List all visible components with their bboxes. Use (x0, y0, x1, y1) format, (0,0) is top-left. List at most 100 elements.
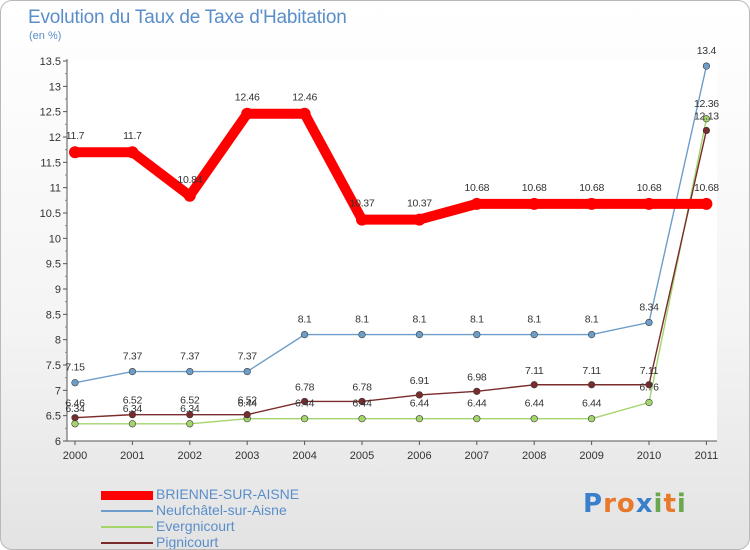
x-tick-label: 2009 (579, 450, 603, 462)
data-label: 6.44 (295, 398, 315, 410)
data-point (643, 197, 655, 210)
data-point (126, 146, 139, 159)
data-point (702, 62, 711, 70)
brand-logo: Proxiti (583, 489, 687, 519)
data-label: 6.44 (238, 398, 258, 410)
data-label: 12.46 (292, 92, 317, 104)
data-point (128, 420, 136, 428)
data-point (587, 381, 596, 389)
data-point (645, 318, 653, 327)
data-point (301, 331, 309, 339)
data-label: 8.1 (585, 314, 599, 326)
data-point (473, 387, 481, 395)
data-label: 8.1 (355, 314, 369, 326)
data-point (473, 331, 481, 339)
data-label: 8.1 (470, 314, 484, 326)
data-label: 6.44 (467, 398, 487, 410)
legend-swatch (101, 542, 153, 544)
legend-label: Evergnicourt (156, 518, 235, 534)
data-point (298, 107, 311, 120)
data-point (301, 415, 309, 423)
legend-swatch (101, 526, 153, 528)
page-title: Evolution du Taux de Taxe d'Habitation (28, 7, 347, 28)
data-point (358, 331, 366, 339)
legend-label: Neufchâtel-sur-Aisne (156, 502, 287, 518)
data-point (530, 415, 538, 423)
x-tick-label: 2008 (522, 450, 546, 462)
y-tick-label: 10 (49, 233, 61, 245)
data-point (71, 414, 79, 422)
legend-label: Pignicourt (156, 534, 219, 550)
data-point (356, 213, 368, 226)
data-label: 7.37 (180, 351, 200, 363)
data-label: 10.68 (522, 182, 547, 194)
data-label: 7.11 (582, 365, 601, 377)
y-tick-label: 8 (55, 335, 61, 347)
data-label: 7.37 (123, 351, 143, 363)
data-label: 10.37 (350, 198, 375, 210)
data-label: 7.15 (65, 362, 85, 374)
data-label: 8.1 (527, 314, 541, 326)
plot-area (67, 59, 717, 441)
y-tick-label: 13 (49, 81, 61, 93)
x-tick-label: 2006 (407, 450, 431, 462)
data-point (470, 197, 483, 210)
data-label: 13.4 (697, 45, 717, 57)
series-line-3 (74, 129, 708, 419)
x-tick-label: 2011 (695, 450, 719, 462)
data-label: 10.68 (637, 182, 662, 194)
data-label: 6.34 (180, 403, 200, 415)
brand-letter: r (603, 489, 617, 519)
data-point (415, 391, 424, 399)
data-point (243, 367, 251, 376)
data-label: 6.44 (352, 398, 372, 410)
x-tick-label: 2010 (637, 450, 661, 462)
data-label: 7.11 (640, 365, 659, 377)
y-tick-label: 6.5 (46, 411, 61, 423)
data-point (71, 420, 79, 428)
x-tick-label: 2001 (120, 450, 144, 462)
data-label: 10.37 (407, 198, 432, 210)
data-point (473, 415, 481, 423)
data-point (587, 415, 596, 423)
data-point (186, 367, 194, 376)
data-label: 8.1 (298, 314, 312, 326)
data-point (128, 367, 136, 376)
data-point (358, 415, 366, 423)
data-point (702, 126, 711, 135)
data-label: 10.68 (464, 182, 489, 194)
data-label: 6.78 (352, 381, 372, 393)
x-tick-label: 2007 (465, 450, 489, 462)
data-label: 6.44 (410, 398, 430, 410)
data-point (241, 107, 254, 120)
data-label: 10.68 (694, 182, 719, 194)
data-label: 6.52 (123, 395, 143, 407)
data-point (702, 115, 711, 123)
data-label: 6.52 (180, 395, 200, 407)
brand-letter: P (583, 489, 604, 519)
series-line-0 (70, 108, 712, 225)
y-tick-label: 7 (55, 385, 61, 397)
data-label: 6.44 (525, 398, 545, 410)
y-tick-label: 8.5 (46, 309, 61, 321)
data-label: 12.13 (694, 110, 719, 122)
x-tick-label: 2000 (63, 450, 87, 462)
data-label: 7.37 (238, 351, 258, 363)
data-label: 6.52 (238, 395, 258, 407)
data-label: 6.98 (467, 371, 487, 383)
brand-letter: t (663, 489, 677, 519)
data-label: 11.7 (66, 130, 85, 142)
y-tick-label: 11.5 (40, 157, 61, 169)
y-tick-label: 7.5 (46, 360, 61, 372)
unit-label: (en %) (29, 30, 62, 42)
data-point (186, 420, 194, 428)
data-point (528, 197, 541, 210)
y-tick-label: 12.5 (40, 107, 61, 119)
data-point (585, 197, 598, 210)
data-label: 8.1 (413, 314, 427, 326)
data-point (128, 411, 136, 419)
brand-letter: o (616, 489, 636, 519)
data-point (71, 379, 79, 387)
